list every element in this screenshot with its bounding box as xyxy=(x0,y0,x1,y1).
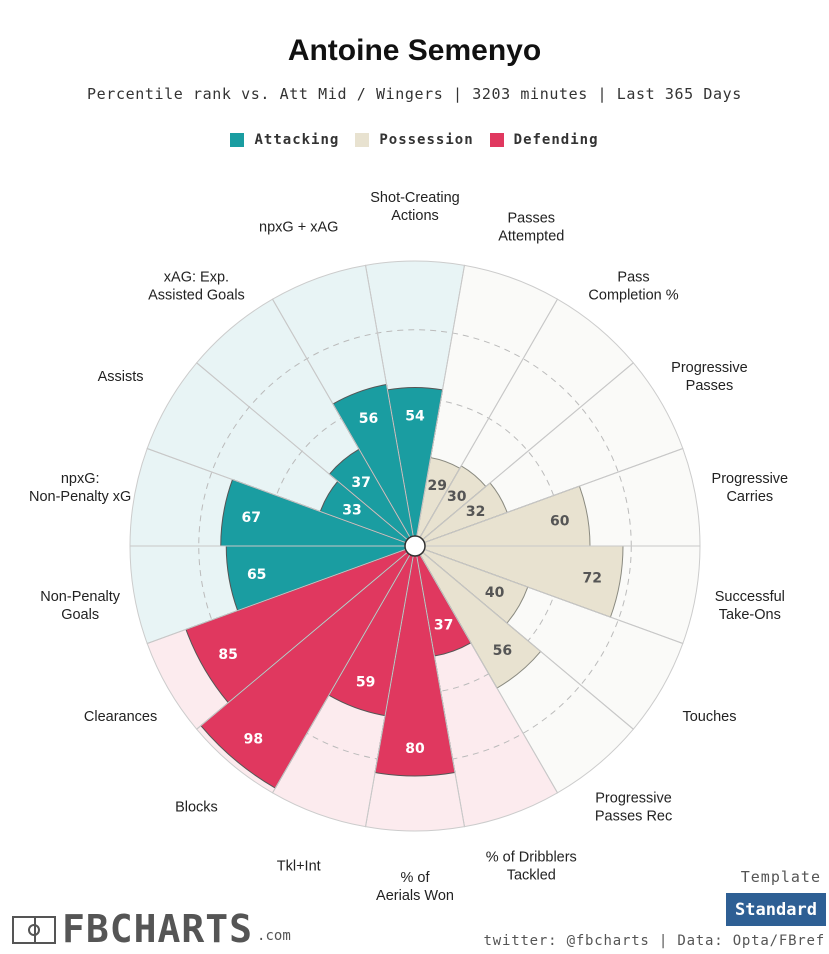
axis-label-xag-exp-assisted-goals: xAG: Exp. Assisted Goals xyxy=(148,270,245,304)
spoke-line xyxy=(419,298,558,538)
value-label-passes-attempted: 29 xyxy=(427,478,446,494)
spoke-line xyxy=(422,552,634,730)
value-label-of-aerials-won: 80 xyxy=(405,741,425,757)
axis-label-blocks: Blocks xyxy=(175,799,218,815)
spoke-line xyxy=(424,548,683,644)
value-label-progressive-passes: 32 xyxy=(466,504,485,520)
spoke-line xyxy=(272,554,411,794)
axis-label-progressive-passes: Progressive Passes xyxy=(671,360,748,394)
center-dot xyxy=(404,535,426,557)
chart-subtitle: Percentile rank vs. Att Mid / Wingers | … xyxy=(87,85,742,103)
spoke-line xyxy=(196,552,408,730)
fbcharts-logo: FBCHARTS .com xyxy=(12,910,291,948)
value-label-non-penalty-goals: 65 xyxy=(247,567,266,583)
legend-label-attacking: Attacking xyxy=(254,132,340,148)
value-label-touches: 40 xyxy=(485,585,505,601)
legend-item-defending: Defending xyxy=(489,132,599,148)
spoke-line xyxy=(424,448,683,544)
credits: twitter: @fbcharts | Data: Opta/FBref xyxy=(483,933,825,949)
value-label-progressive-passes-rec: 56 xyxy=(493,643,512,659)
axis-label-progressive-carries: Progressive Carries xyxy=(712,471,789,505)
axis-label-non-penalty-goals: Non-Penalty Goals xyxy=(40,589,121,623)
axis-label-clearances: Clearances xyxy=(84,709,157,725)
legend-swatch-defending xyxy=(489,133,504,147)
spoke-line xyxy=(196,362,408,540)
value-label-of-dribblers-tackled: 37 xyxy=(434,618,453,634)
value-label-pass-completion: 30 xyxy=(447,489,467,505)
legend-label-defending: Defending xyxy=(513,132,599,148)
spoke-line xyxy=(419,554,558,794)
value-label-clearances: 85 xyxy=(218,647,237,663)
value-label-successful-take-ons: 72 xyxy=(583,570,602,586)
axis-label-assists: Assists xyxy=(98,369,144,385)
spoke-line xyxy=(416,265,465,537)
template-button[interactable]: Standard xyxy=(726,893,826,926)
legend-item-possession: Possession xyxy=(355,132,473,148)
value-label-npxg-xag: 56 xyxy=(359,411,378,427)
spoke-line xyxy=(365,265,414,537)
value-label-assists: 33 xyxy=(342,503,361,519)
legend-swatch-attacking xyxy=(230,133,245,147)
value-label-xag-exp-assisted-goals: 37 xyxy=(351,475,370,491)
legend-swatch-possession xyxy=(355,133,370,147)
pitch-icon xyxy=(12,916,56,944)
axis-label-pass-completion: Pass Completion % xyxy=(588,270,678,304)
axis-label-npxg-xag: npxG + xAG xyxy=(259,220,338,236)
value-label-shot-creating-actions: 54 xyxy=(405,409,425,425)
axis-label-passes-attempted: Passes Attempted xyxy=(498,211,564,245)
spoke-line xyxy=(422,362,634,540)
logo-suffix: .com xyxy=(257,928,291,944)
chart-title: Antoine Semenyo xyxy=(287,34,542,67)
logo-text: FBCHARTS xyxy=(62,907,254,951)
axis-label-touches: Touches xyxy=(682,709,736,725)
axis-label-successful-take-ons: Successful Take-Ons xyxy=(715,589,785,623)
axis-label-tkl-int: Tkl+Int xyxy=(277,858,321,874)
spoke-line xyxy=(147,448,406,544)
axis-label-progressive-passes-rec: Progressive Passes Rec xyxy=(595,790,672,824)
legend-label-possession: Possession xyxy=(379,132,474,148)
axis-label-of-dribblers-tackled: % of Dribblers Tackled xyxy=(486,849,577,883)
legend-item-attacking: Attacking xyxy=(230,132,339,148)
value-label-blocks: 98 xyxy=(244,732,263,748)
axis-label-of-aerials-won: % of Aerials Won xyxy=(376,870,454,904)
spoke-line xyxy=(416,555,465,827)
spoke-line xyxy=(272,298,411,538)
spoke-line xyxy=(147,548,406,644)
spoke-line xyxy=(365,555,414,827)
legend: Attacking Possession Defending xyxy=(0,132,829,148)
value-label-tkl-int: 59 xyxy=(356,675,375,691)
value-label-npxg-non-penalty-xg: 67 xyxy=(242,510,261,526)
axis-label-shot-creating-actions: Shot-Creating Actions xyxy=(370,190,459,224)
template-label: Template xyxy=(740,868,821,886)
value-label-progressive-carries: 60 xyxy=(550,513,570,529)
axis-label-npxg-non-penalty-xg: npxG: Non-Penalty xG xyxy=(29,471,131,505)
